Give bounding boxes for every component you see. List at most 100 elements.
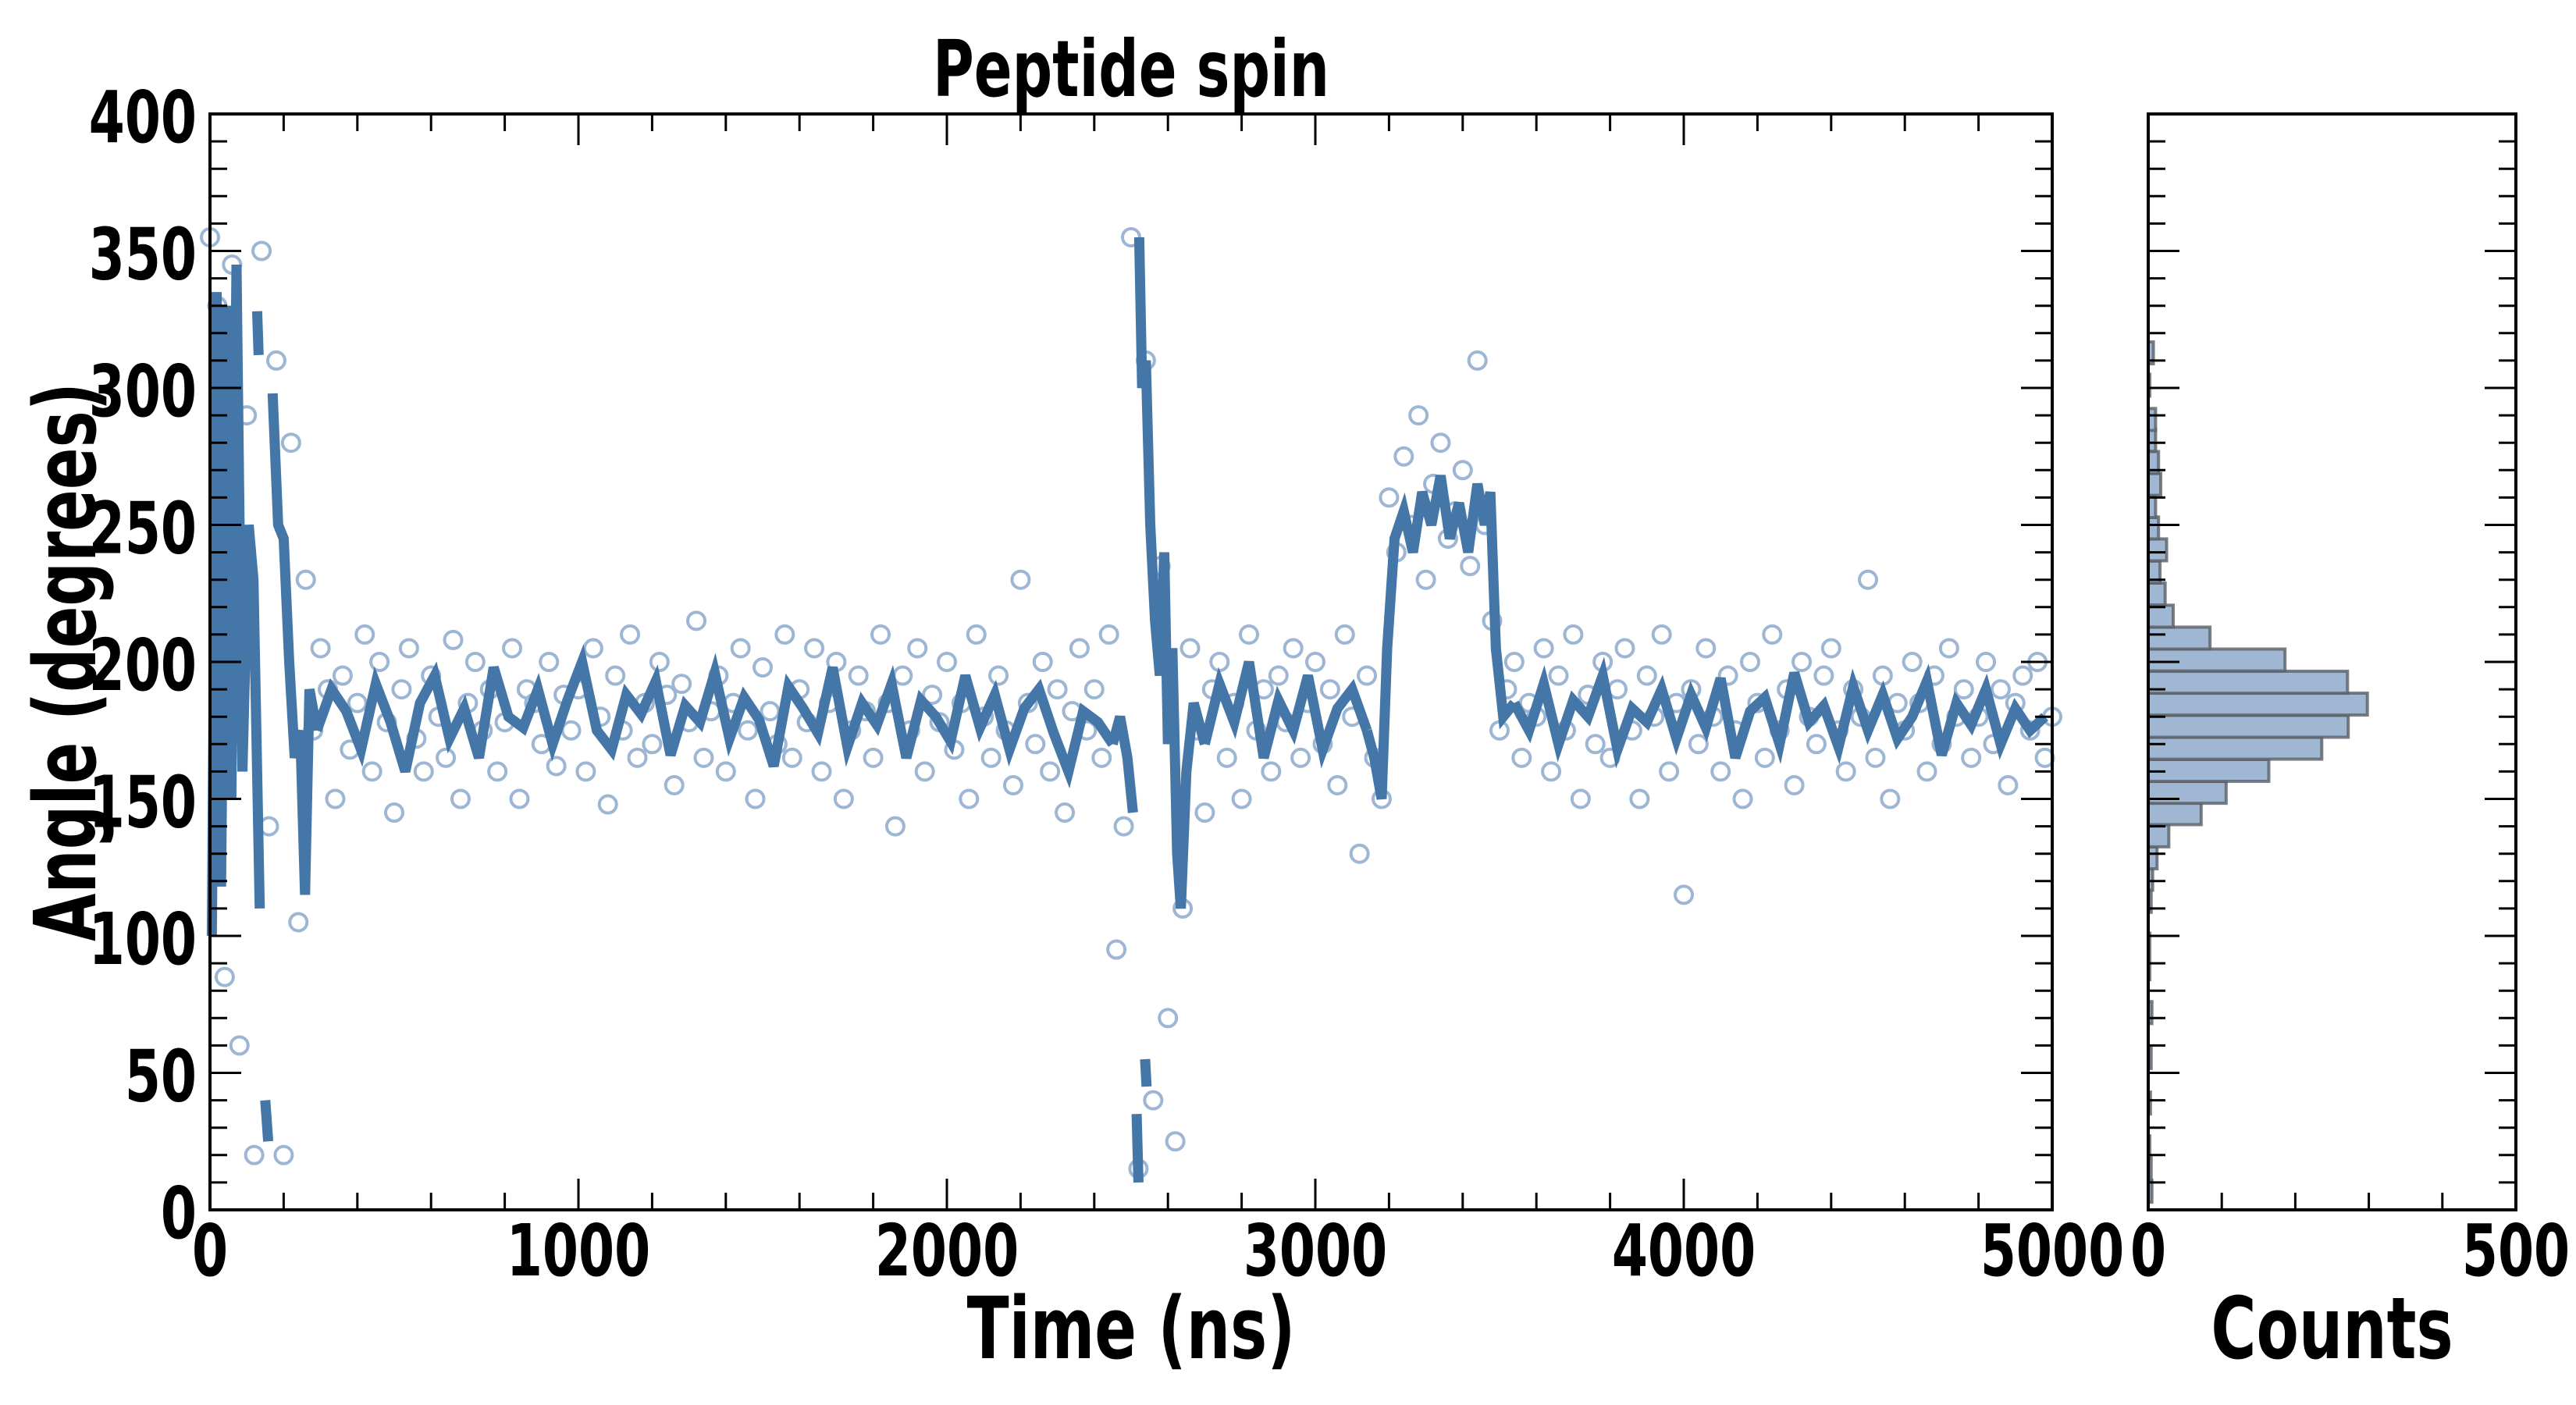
x-tick-label: 3000 xyxy=(1244,1209,1387,1293)
scatter-point xyxy=(1143,1090,1164,1111)
scatter-point xyxy=(398,638,419,659)
y-tick-label-group: 300 xyxy=(89,350,197,433)
scatter-point xyxy=(347,692,368,713)
y-tick-label-group: 200 xyxy=(89,624,197,707)
scatter-point xyxy=(436,747,457,768)
scatter-point xyxy=(1858,569,1878,590)
y-tick-label-group: 350 xyxy=(89,213,197,297)
scatter-point xyxy=(715,761,736,782)
y-axis-label: Angle (degrees) xyxy=(16,382,116,941)
scatter-point xyxy=(2012,665,2033,686)
scatter-point xyxy=(1040,761,1061,782)
scatter-point xyxy=(833,788,854,809)
scatter-point xyxy=(1629,788,1650,809)
x-tick-label: 0 xyxy=(192,1209,228,1293)
x-tick-label-group: 4000 xyxy=(1612,1209,1756,1293)
scatter-point xyxy=(1349,843,1370,864)
scatter-point xyxy=(560,720,582,741)
hist-x-tick-label: 0 xyxy=(2130,1209,2166,1293)
y-tick-label: 50 xyxy=(125,1035,197,1119)
scatter-point xyxy=(620,624,641,645)
scatter-point xyxy=(671,674,692,695)
line-segment xyxy=(260,1100,274,1142)
scatter-point xyxy=(502,638,523,659)
scatter-point xyxy=(1047,679,1068,700)
scatter-point xyxy=(1762,624,1783,645)
line-segment xyxy=(1108,715,1138,813)
scatter-point xyxy=(1976,652,1997,672)
scatter-point xyxy=(273,1144,294,1165)
main-axes-frame xyxy=(208,112,2054,1211)
scatter-point xyxy=(1953,679,1974,700)
scatter-point xyxy=(1327,774,1348,795)
scatter-point xyxy=(1820,638,1841,659)
line-segment xyxy=(311,644,1117,789)
scatter-point xyxy=(597,794,618,815)
y-tick-label-group: 400 xyxy=(89,76,197,159)
x-tick-label: 4000 xyxy=(1612,1209,1756,1293)
y-tick-label: 100 xyxy=(89,898,197,981)
scatter-point xyxy=(1098,624,1119,645)
time-series-plot xyxy=(200,112,2062,1211)
y-tick-label: 350 xyxy=(89,213,197,297)
scatter-point xyxy=(1916,761,1937,782)
scatter-point xyxy=(1990,679,2011,700)
scatter-point xyxy=(1865,747,1886,768)
scatter-point xyxy=(295,569,316,590)
histogram-bar xyxy=(2147,757,2271,784)
scatter-point xyxy=(1710,761,1731,782)
x-axis-label: Time (ns) xyxy=(967,1279,1296,1379)
scatter-point xyxy=(251,240,272,261)
y-tick-label-group: 150 xyxy=(89,761,197,845)
scatter-point xyxy=(959,788,980,809)
scatter-point xyxy=(781,747,802,768)
scatter-point xyxy=(1636,665,1657,686)
histogram-axis-ticks xyxy=(2147,112,2517,1211)
line-segment xyxy=(267,393,322,895)
scatter-point xyxy=(464,652,486,672)
scatter-point xyxy=(1813,665,1834,686)
scatter-point xyxy=(229,1035,250,1056)
scatter-point xyxy=(244,1144,265,1165)
histogram-bar xyxy=(2147,537,2169,563)
scatter-point xyxy=(988,665,1009,686)
scatter-point xyxy=(649,652,670,672)
histogram-bar xyxy=(2147,713,2350,739)
scatter-point xyxy=(1430,432,1451,454)
scatter-point xyxy=(1069,638,1090,659)
scatter-point xyxy=(310,638,331,659)
histogram-bar xyxy=(2147,625,2212,651)
scatter-point xyxy=(1585,734,1606,755)
scatter-point xyxy=(325,788,346,809)
scatter-point xyxy=(870,624,891,645)
scatter-point xyxy=(738,720,759,741)
scatter-point xyxy=(863,747,884,768)
scatter-point xyxy=(413,761,434,782)
scatter-point xyxy=(450,788,471,809)
scatter-point xyxy=(546,756,567,777)
scatter-point xyxy=(627,747,648,768)
scatter-point xyxy=(1717,665,1738,686)
scatter-point xyxy=(1961,747,1982,768)
scatter-point xyxy=(1379,487,1400,508)
scatter-point xyxy=(1835,761,1856,782)
line-segment xyxy=(1200,660,1372,769)
hist-x-tick-label-group: 500 xyxy=(2462,1209,2570,1293)
scatter-point xyxy=(1113,816,1134,837)
histogram-bar xyxy=(2147,471,2163,497)
scatter-point xyxy=(443,629,464,650)
scatter-point xyxy=(391,679,412,700)
scatter-point xyxy=(1467,350,1488,371)
scatter-point xyxy=(1393,446,1414,467)
hist-x-tick-label-group: 0 xyxy=(2130,1209,2166,1293)
scatter-point xyxy=(288,912,309,933)
scatter-point xyxy=(1231,788,1252,809)
scatter-point xyxy=(1688,734,1709,755)
scatter-point xyxy=(1408,405,1429,426)
scatter-point xyxy=(1659,761,1680,782)
y-tick-label: 300 xyxy=(89,350,197,433)
line-segment xyxy=(206,264,265,937)
scatter-point xyxy=(1695,638,1717,659)
x-tick-label-group: 3000 xyxy=(1244,1209,1387,1293)
